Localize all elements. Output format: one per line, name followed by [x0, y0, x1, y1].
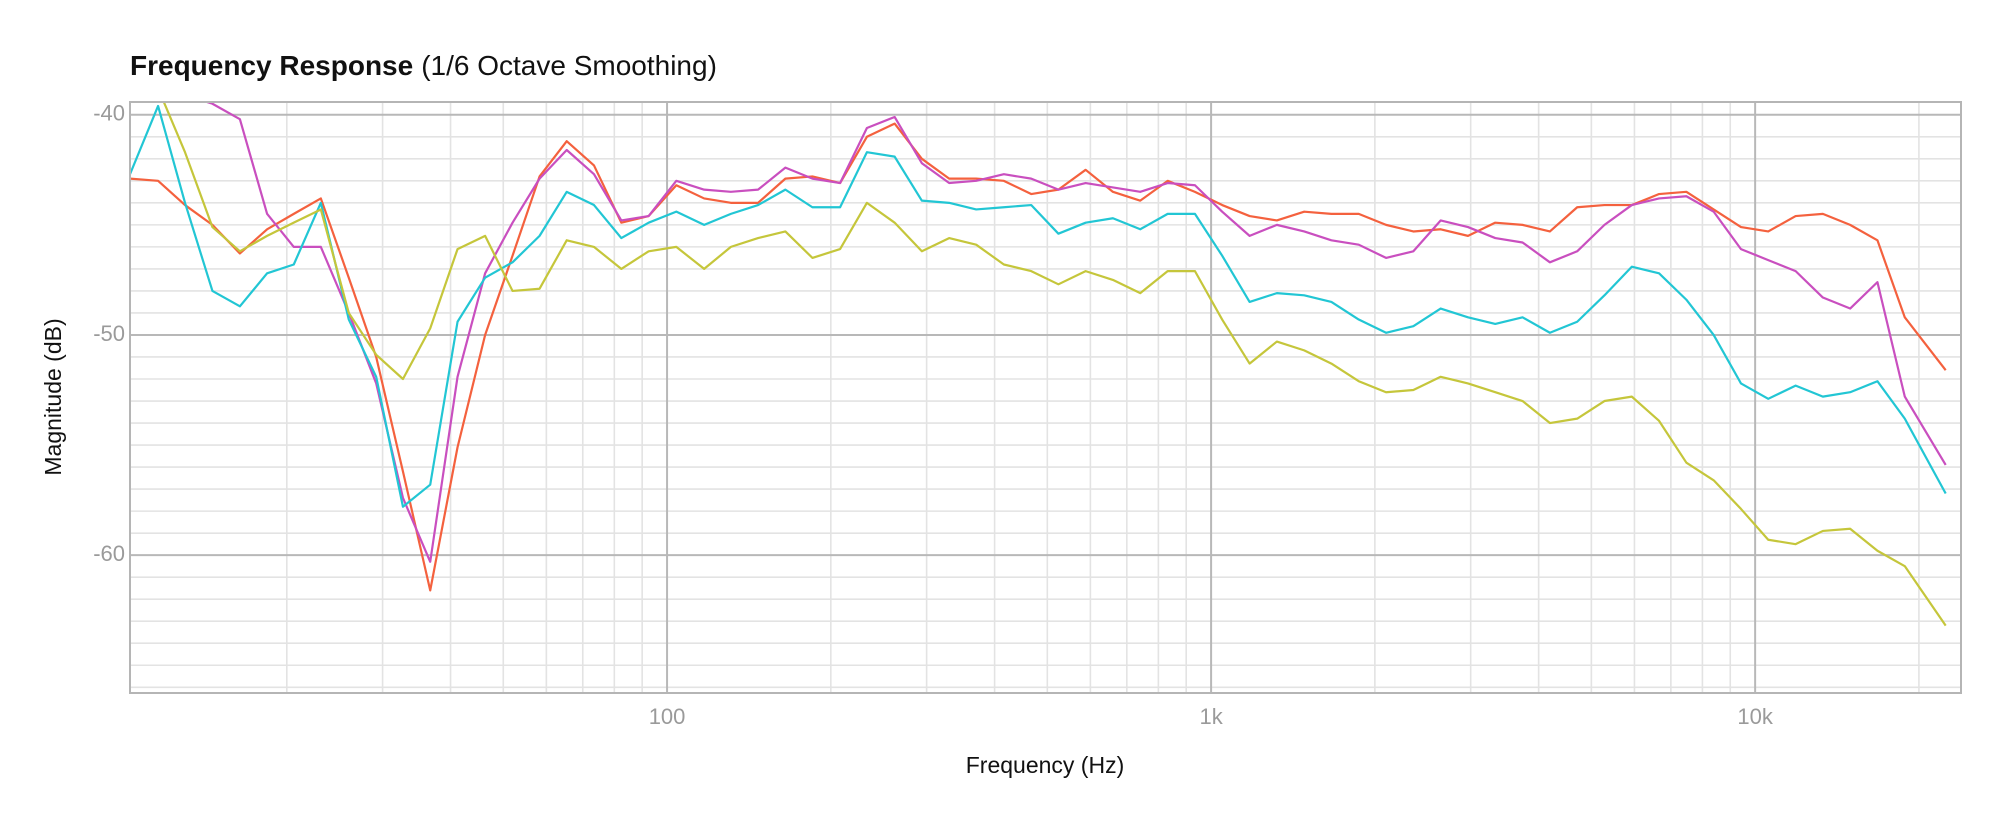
x-tick-label: 1k — [1199, 704, 1223, 729]
y-axis-title: Magnitude (dB) — [40, 318, 66, 475]
y-tick-label: -60 — [93, 541, 125, 566]
plot-lines — [130, 102, 1947, 627]
x-axis-title: Frequency (Hz) — [966, 752, 1124, 778]
title-sub: (1/6 Octave Smoothing) — [421, 50, 717, 81]
major-grid — [130, 102, 1961, 693]
plot-frame — [129, 101, 1962, 694]
series-line — [203, 102, 1947, 563]
title-main: Frequency Response — [130, 50, 413, 81]
series-line — [130, 104, 1947, 508]
x-tick-label: 100 — [649, 704, 686, 729]
y-tick-label: -50 — [93, 321, 125, 346]
y-tick-label: -40 — [93, 101, 125, 126]
chart-title: Frequency Response (1/6 Octave Smoothing) — [130, 50, 717, 81]
series-line — [162, 102, 1947, 627]
x-tick-label: 10k — [1737, 704, 1773, 729]
